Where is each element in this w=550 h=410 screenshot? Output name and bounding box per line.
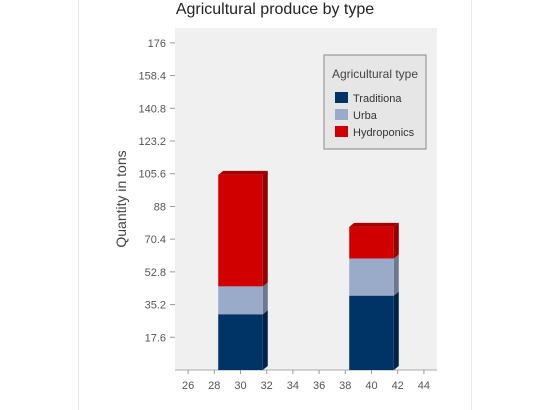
legend[interactable]: Agricultural type Traditiona Urba Hydropon… [323,54,427,150]
x-tick-label: 38 [339,380,351,392]
bar-segment-traditiona[interactable] [349,295,394,370]
bar-side-face [393,222,399,259]
x-tick-label: 44 [418,380,430,392]
y-tick-label: 35.2 [145,300,166,312]
legend-title: Agricultural type [332,67,418,81]
bar-segment-urba[interactable] [218,286,263,315]
y-tick-label: 70.4 [145,234,166,246]
bar-side-face [393,254,399,296]
bar-side-face [262,170,268,287]
legend-swatch [335,92,348,103]
x-tick-label: 34 [287,380,299,392]
x-tick-label: 36 [313,380,325,392]
bar-segment-hydroponics[interactable] [349,226,394,259]
y-tick-label: 88 [154,201,166,213]
y-tick-label: 17.6 [145,332,166,344]
y-tick-label: 123.2 [138,136,166,148]
bar-segment-hydroponics[interactable] [218,174,263,287]
legend-entry-label: Urba [353,110,378,122]
y-tick-label: 105.6 [138,169,166,181]
x-tick-label: 32 [261,380,273,392]
legend-entry-label: Hydroponics [353,127,415,139]
x-tick-label: 26 [182,380,194,392]
y-axis-label: Quantity in tons [113,150,129,247]
bar-side-face [393,291,399,370]
y-axis-ticks: 17.6 35.2 52.8 70.4 88 105.6 123.2 140.8 158.4 17… [138,38,175,344]
bar-side-face [262,310,268,370]
x-tick-label: 42 [392,380,404,392]
bar-top-face [349,222,399,227]
legend-swatch [335,126,348,137]
y-tick-label: 140.8 [138,103,166,115]
legend-swatch [335,109,348,120]
bar-side-face [262,282,268,315]
legend-entry-label: Traditiona [353,93,402,105]
legend-items: Traditiona Urba Hydroponics [335,92,415,139]
stacked-bar-chart: Agricultural produce by type 17.6 35.2 52.… [113,1,437,392]
bar-segment-urba[interactable] [349,258,394,296]
x-tick-label: 30 [234,380,246,392]
chart-title: Agricultural produce by type [176,1,374,18]
x-tick-label: 40 [365,380,377,392]
x-tick-label: 28 [208,380,220,392]
bars [218,170,399,370]
bar-top-face [218,170,268,175]
y-tick-label: 52.8 [145,267,166,279]
bar-segment-traditiona[interactable] [218,314,263,370]
y-tick-label: 158.4 [138,71,166,83]
x-axis-ticks: 26 28 30 32 34 36 38 40 42 44 [182,370,430,392]
y-tick-label: 176 [148,38,166,50]
